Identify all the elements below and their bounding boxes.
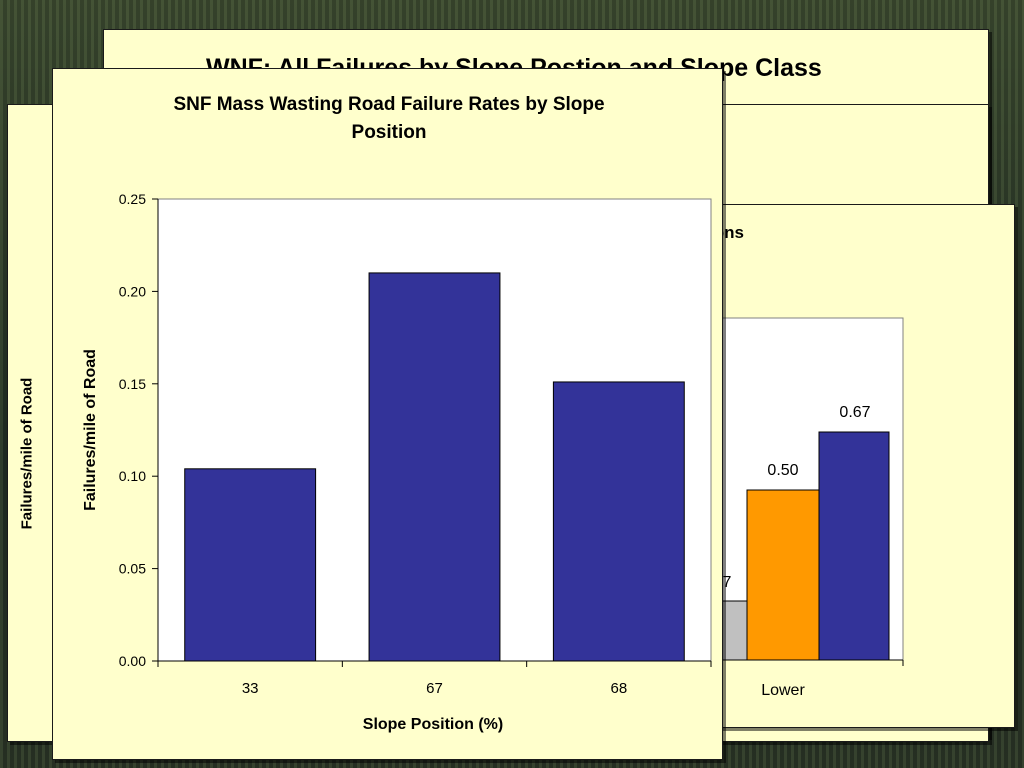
x-axis-label: Slope Position (%) — [363, 716, 503, 733]
x-tick-label: 67 — [426, 680, 443, 697]
right-label-orange: 0.50 — [767, 462, 798, 479]
y-tick-labels: 0.00 0.05 0.10 0.15 0.20 0.25 — [119, 191, 146, 669]
right-category-lower: Lower — [761, 682, 805, 699]
x-tick-label: 68 — [610, 680, 627, 697]
x-tick-label: 33 — [242, 680, 259, 697]
x-tick-labels: 33 67 68 — [242, 680, 627, 697]
front-chart-svg: SNF Mass Wasting Road Failure Rates by S… — [82, 94, 712, 733]
right-label-gray: 7 — [723, 574, 732, 591]
bar-67 — [368, 272, 501, 662]
y-tick-label: 0.25 — [119, 191, 146, 207]
right-chart-panel: ions 7 0.50 0.67 Lower — [690, 204, 1015, 728]
bars — [184, 272, 685, 662]
right-label-blue: 0.67 — [839, 404, 870, 421]
y-tick-label: 0.15 — [119, 376, 146, 392]
bar-68 — [552, 381, 685, 662]
y-axis-label: Failures/mile of Road — [82, 349, 99, 511]
y-tick-label: 0.00 — [119, 653, 146, 669]
y-tick-label: 0.10 — [119, 468, 146, 484]
right-chart-svg: 7 0.50 0.67 Lower — [700, 317, 904, 699]
left-slide-ylabel: Failures/mile of Road — [18, 377, 36, 530]
chart-title-line-2: Position — [352, 122, 427, 143]
y-tick-label: 0.20 — [119, 283, 146, 299]
front-chart-panel: SNF Mass Wasting Road Failure Rates by S… — [52, 68, 723, 760]
right-bar-orange — [746, 489, 820, 661]
chart-title-line-1: SNF Mass Wasting Road Failure Rates by S… — [173, 94, 604, 115]
right-bar-blue — [818, 431, 890, 661]
bar-33 — [184, 468, 317, 662]
y-tick-label: 0.05 — [119, 561, 146, 577]
